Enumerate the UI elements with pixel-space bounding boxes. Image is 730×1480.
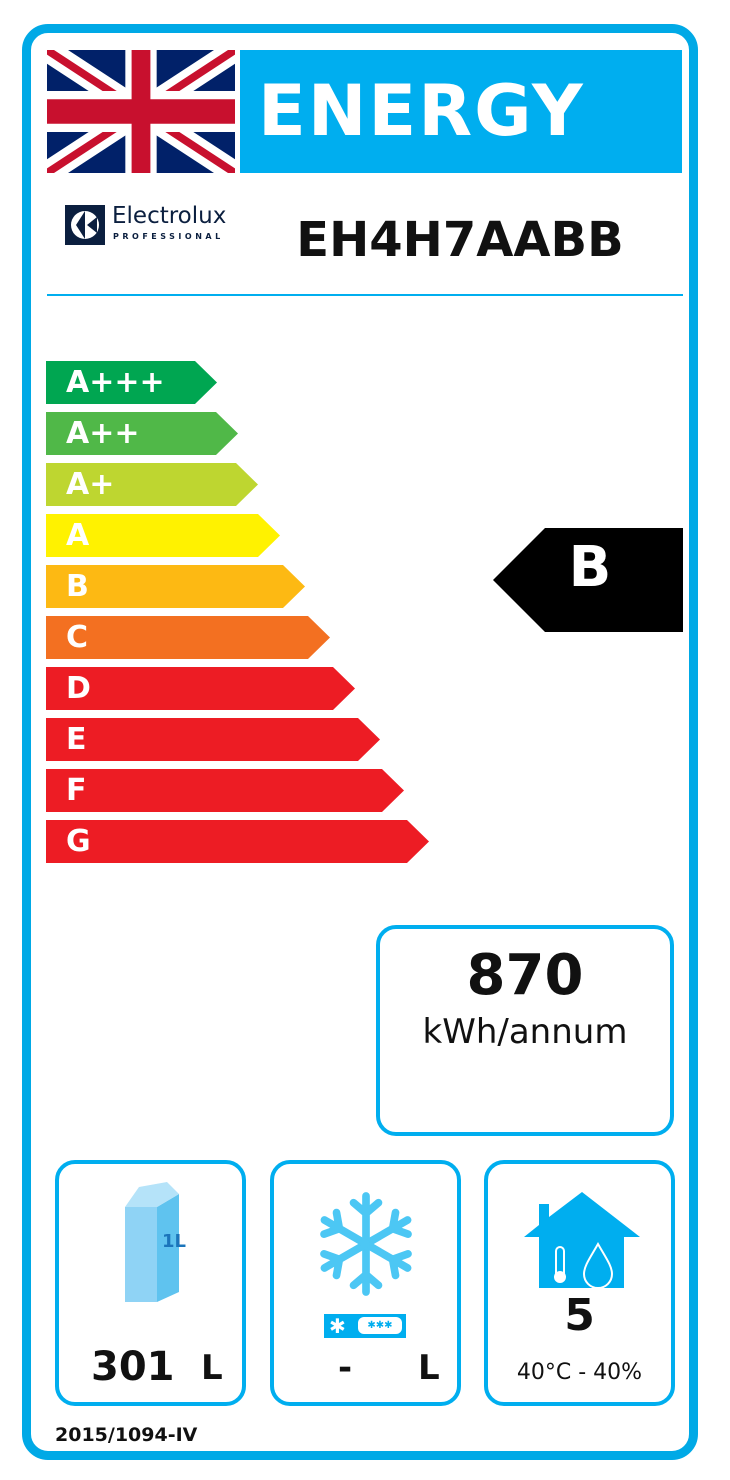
consumption-value: 870 (466, 943, 584, 1008)
climate-class: 5 (564, 1290, 595, 1341)
scale-bar-a: A (46, 514, 280, 557)
energy-title: ENERGY (240, 50, 682, 173)
scale-bar-e: E (46, 718, 380, 761)
scale-bar-b: B (46, 565, 305, 608)
snowflake-icon (318, 1192, 414, 1298)
frozen-volume: - (338, 1348, 353, 1388)
brand-name: Electrolux (112, 203, 227, 229)
regulation-reference: 2015/1094-IV (55, 1424, 198, 1446)
consumption-unit: kWh/annum (422, 1012, 628, 1052)
rating-arrow (493, 528, 683, 632)
scale-bar-aplusplusplus: A+++ (46, 361, 217, 404)
model-number: EH4H7AABB (296, 212, 624, 268)
house-climate-icon (524, 1192, 640, 1288)
frozen-box: ✱ ✱✱✱ - L (270, 1160, 461, 1406)
milk-carton-icon: 1L (125, 1182, 186, 1302)
uk-flag-icon (47, 50, 235, 173)
scale-bar-g: G (46, 820, 429, 863)
electrolux-logo-icon (65, 205, 105, 245)
scale-bar-f: F (46, 769, 404, 812)
svg-text:1L: 1L (162, 1231, 186, 1252)
storage-box: 1L 301 L (55, 1160, 246, 1406)
climate-conditions: 40°C - 40% (516, 1360, 643, 1385)
divider (47, 294, 683, 296)
brand-sub: PROFESSIONAL (113, 232, 224, 241)
frozen-unit: L (418, 1348, 440, 1388)
climate-box: 5 40°C - 40% (484, 1160, 675, 1406)
storage-volume: 301 (91, 1344, 175, 1390)
scale-bar-c: C (46, 616, 330, 659)
consumption-box: 870 kWh/annum (376, 925, 674, 1136)
scale-bar-aplusplus: A++ (46, 412, 238, 455)
scale-bar-d: D (46, 667, 355, 710)
rating-class: B (568, 535, 612, 600)
storage-unit: L (201, 1348, 223, 1388)
label-frame (22, 24, 698, 1460)
scale-bar-aplus: A+ (46, 463, 258, 506)
star-rating-icon: ✱ ✱✱✱ (324, 1314, 406, 1338)
